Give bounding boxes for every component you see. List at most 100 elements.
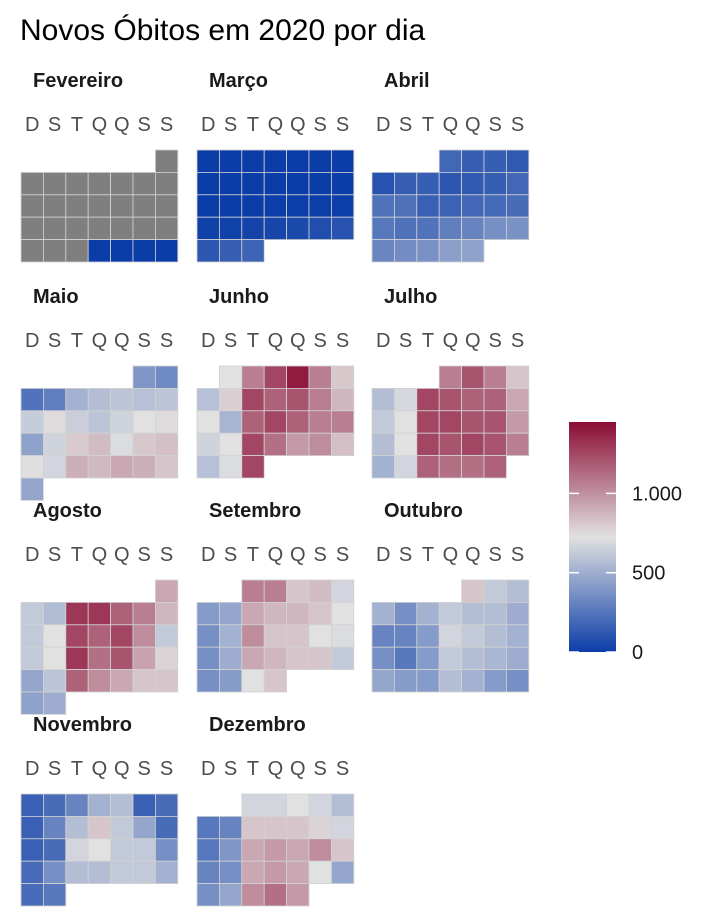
day-cell — [416, 410, 440, 434]
day-cell — [483, 171, 507, 196]
weekday-label: D — [201, 114, 215, 136]
day-cell — [286, 171, 310, 196]
day-cell — [263, 669, 288, 693]
day-cell — [286, 579, 310, 603]
day-cell — [308, 149, 332, 173]
day-cell — [65, 669, 89, 693]
day-cell — [308, 432, 332, 457]
day-cell — [87, 432, 111, 457]
day-cell — [286, 883, 310, 907]
weekday-label: S — [336, 330, 349, 352]
day-cell — [263, 793, 288, 817]
day-cell — [308, 216, 332, 240]
day-cell — [330, 410, 355, 434]
day-cell — [371, 624, 395, 648]
day-cell — [263, 624, 288, 648]
day-cell — [20, 838, 44, 862]
day-cell — [286, 838, 310, 862]
day-cell — [65, 816, 89, 840]
day-cell — [263, 432, 288, 457]
weekday-label: Q — [443, 330, 459, 352]
day-cell — [438, 669, 463, 693]
day-cell — [20, 455, 44, 479]
weekday-label: S — [511, 330, 524, 352]
day-cell — [416, 624, 440, 648]
day-cell — [154, 432, 179, 457]
day-cell — [218, 365, 243, 389]
day-cell — [505, 194, 530, 218]
day-cell — [132, 432, 156, 457]
weekday-label: S — [224, 114, 237, 136]
month-label: Outubro — [384, 500, 463, 522]
weekday-label: T — [247, 330, 259, 352]
day-cell — [218, 410, 243, 434]
day-cell — [43, 216, 67, 240]
day-cell — [154, 860, 179, 885]
day-cell — [43, 860, 67, 885]
day-cell — [87, 793, 111, 817]
month-label: Agosto — [33, 500, 102, 522]
weekday-label: Q — [92, 114, 108, 136]
day-cell — [132, 646, 156, 671]
day-cell — [87, 410, 111, 434]
day-cell — [196, 455, 220, 479]
weekday-label: S — [138, 758, 151, 780]
day-cell — [438, 216, 463, 240]
day-cell — [154, 194, 179, 218]
day-cell — [483, 432, 507, 457]
day-cell — [505, 365, 530, 389]
day-cell — [416, 432, 440, 457]
day-cell — [110, 239, 134, 263]
day-cell — [20, 624, 44, 648]
day-cell — [241, 838, 265, 862]
weekday-label: S — [314, 544, 327, 566]
day-cell — [308, 624, 332, 648]
day-cell — [308, 838, 332, 862]
day-cell — [20, 194, 44, 218]
day-cell — [330, 602, 355, 626]
weekday-label: S — [160, 758, 173, 780]
weekday-label: T — [71, 330, 83, 352]
day-cell — [20, 646, 44, 671]
weekday-label: D — [25, 330, 39, 352]
day-cell — [330, 365, 355, 389]
day-cell — [43, 816, 67, 840]
day-cell — [87, 669, 111, 693]
day-cell — [461, 602, 485, 626]
day-cell — [218, 171, 243, 196]
day-cell — [416, 171, 440, 196]
day-cell — [132, 410, 156, 434]
day-cell — [505, 432, 530, 457]
day-cell — [20, 691, 44, 715]
weekday-label: Q — [268, 758, 284, 780]
day-cell — [286, 646, 310, 671]
day-cell — [505, 216, 530, 240]
day-cell — [438, 387, 463, 412]
day-cell — [286, 410, 310, 434]
day-cell — [218, 860, 243, 885]
day-cell — [65, 239, 89, 263]
day-cell — [132, 669, 156, 693]
weekday-label: D — [25, 114, 39, 136]
day-cell — [65, 793, 89, 817]
day-cell — [371, 432, 395, 457]
day-cell — [393, 669, 418, 693]
day-cell — [330, 216, 355, 240]
day-cell — [438, 365, 463, 389]
day-cell — [87, 816, 111, 840]
day-cell — [330, 860, 355, 885]
weekday-label: S — [160, 544, 173, 566]
day-cell — [110, 669, 134, 693]
day-cell — [461, 579, 485, 603]
day-cell — [438, 646, 463, 671]
day-cell — [43, 646, 67, 671]
day-cell — [218, 455, 243, 479]
day-cell — [196, 432, 220, 457]
day-cell — [218, 816, 243, 840]
day-cell — [438, 410, 463, 434]
day-cell — [87, 646, 111, 671]
day-cell — [196, 602, 220, 626]
day-cell — [196, 410, 220, 434]
day-cell — [483, 149, 507, 173]
